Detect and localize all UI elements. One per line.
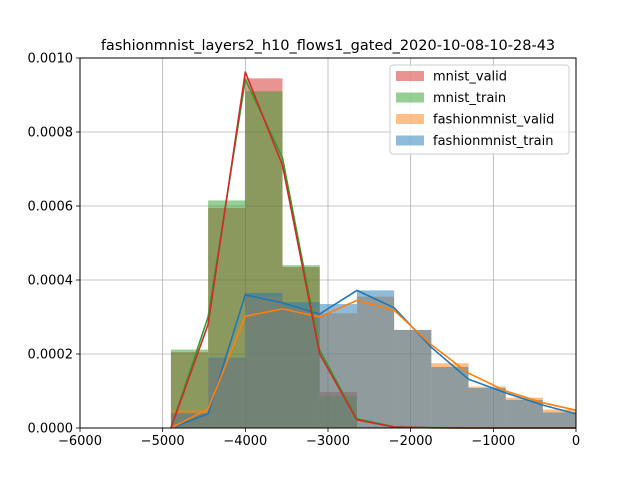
- bar-fashionmnist-train: [431, 366, 469, 428]
- x-tick-label: −3000: [306, 434, 350, 449]
- histogram-bars: [170, 78, 576, 429]
- x-tick-label: −4000: [223, 434, 267, 449]
- legend-label-fashionmnist-train: fashionmnist_train: [433, 134, 554, 149]
- legend-label-mnist-train: mnist_train: [433, 91, 506, 106]
- legend-label-fashionmnist-valid: fashionmnist_valid: [433, 113, 554, 128]
- y-tick-label: 0.0008: [28, 126, 74, 141]
- y-tick-label: 0.0006: [28, 200, 74, 215]
- bar-fashionmnist-train: [356, 290, 395, 428]
- x-tick-label: −1000: [471, 434, 515, 449]
- x-tick-label: −2000: [389, 434, 433, 449]
- bar-fashionmnist-train: [542, 412, 576, 428]
- legend-box: [389, 64, 570, 155]
- legend-swatch-mnist-train: [396, 92, 424, 103]
- bar-fashionmnist-train: [468, 388, 506, 428]
- bar-fashionmnist-train: [505, 399, 543, 428]
- y-tick-label: 0.0010: [28, 52, 74, 67]
- legend-label-mnist-valid: mnist_valid: [433, 70, 507, 85]
- y-tick-label: 0.0002: [28, 348, 74, 363]
- x-tick-label: 0: [572, 434, 580, 449]
- legend-swatch-fashionmnist-train: [396, 135, 424, 146]
- y-axis-ticks: 0.0000 0.0002 0.0004 0.0006 0.0008 0.0010: [28, 52, 80, 437]
- line-fashionmnist-train: [170, 289, 577, 429]
- x-tick-label: −5000: [141, 434, 185, 449]
- x-tick-label: −6000: [58, 434, 102, 449]
- line-fashionmnist-valid: [170, 299, 577, 429]
- legend-swatch-fashionmnist-valid: [396, 114, 424, 124]
- legend: mnist_valid mnist_train fashionmnist_valid…: [389, 64, 570, 155]
- x-axis-ticks: −6000 −5000 −4000 −3000 −2000 −1000 0: [58, 428, 580, 449]
- legend-swatch-mnist-valid: [396, 71, 424, 81]
- y-tick-label: 0.0004: [28, 274, 74, 289]
- chart-title: fashionmnist_layers2_h10_flows1_gated_20…: [101, 38, 555, 54]
- bar-fashionmnist-train: [394, 329, 432, 428]
- y-tick-label: 0.0000: [28, 422, 74, 437]
